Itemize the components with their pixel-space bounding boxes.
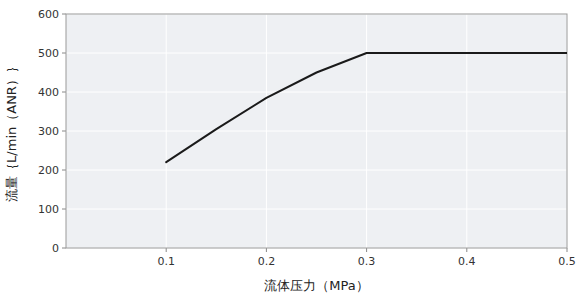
x-tick (567, 248, 568, 252)
y-tick (62, 248, 66, 249)
y-tick-label: 200 (38, 164, 59, 177)
x-tick-label: 0.1 (157, 255, 175, 268)
y-tick (62, 92, 66, 93)
x-tick-label: 0.4 (458, 255, 476, 268)
y-tick-label: 300 (38, 125, 59, 138)
axes: 0.1 0.2 0.3 0.4 0.5 0 100 200 300 400 500 600 (38, 8, 576, 268)
plot-frame (66, 14, 567, 248)
y-tick-label: 500 (38, 47, 59, 60)
x-tick (266, 248, 267, 252)
y-tick (62, 53, 66, 54)
grid-line-y (66, 92, 567, 93)
y-tick (62, 209, 66, 210)
x-tick-label: 0.5 (558, 255, 576, 268)
x-tick-label: 0.2 (258, 255, 276, 268)
y-tick (62, 14, 66, 15)
data-layer (166, 53, 567, 162)
y-tick (62, 131, 66, 132)
x-axis-label: 流体压力（MPa） (264, 278, 368, 293)
grid (66, 14, 567, 248)
y-tick-label: 0 (52, 242, 59, 255)
chart-svg: 0.1 0.2 0.3 0.4 0.5 0 100 200 300 400 500 600 流体压力（M… (0, 0, 583, 300)
chart-container: 0.1 0.2 0.3 0.4 0.5 0 100 200 300 400 500 600 流体压力（M… (0, 0, 583, 300)
y-axis-label: 流量｛L/min（ANR）｝ (4, 60, 19, 202)
x-tick (366, 248, 367, 252)
grid-line-y (66, 209, 567, 210)
x-tick-label: 0.3 (358, 255, 376, 268)
y-tick-label: 400 (38, 86, 59, 99)
y-tick-label: 100 (38, 203, 59, 216)
plot-background (66, 14, 567, 248)
x-tick (166, 248, 167, 252)
y-tick-label: 600 (38, 8, 59, 21)
y-tick (62, 170, 66, 171)
line (166, 53, 567, 162)
x-tick (466, 248, 467, 252)
grid-line-y (66, 170, 567, 171)
grid-line-y (66, 131, 567, 132)
